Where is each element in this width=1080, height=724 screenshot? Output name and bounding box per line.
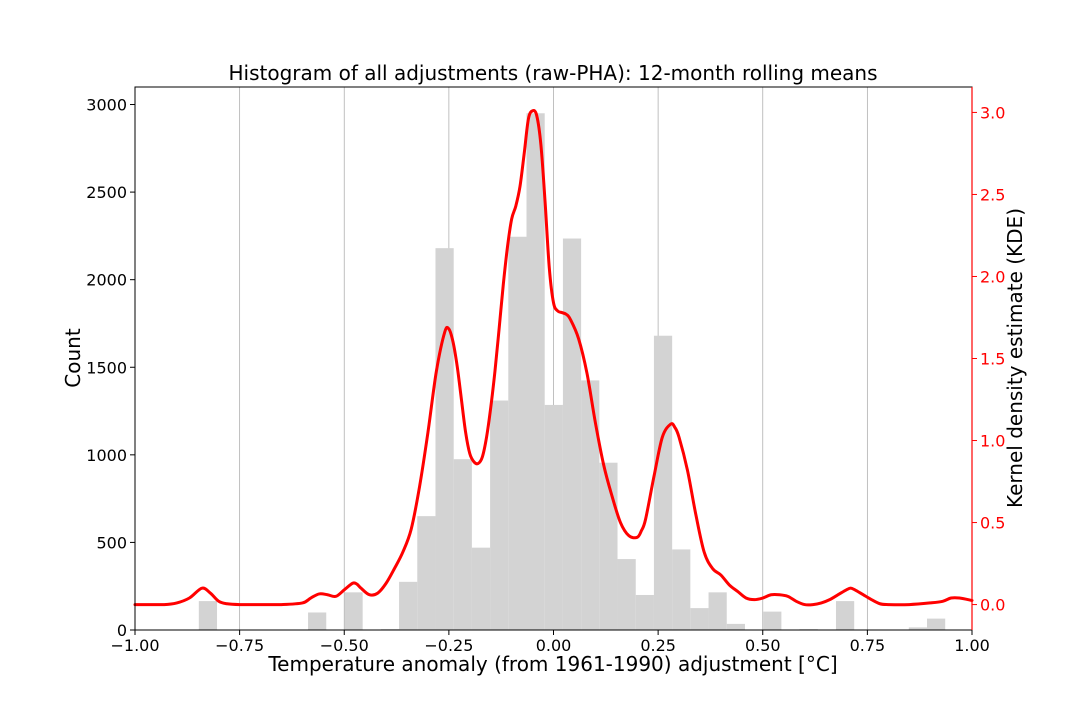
histogram-bar — [763, 611, 782, 630]
histogram-bar — [435, 248, 454, 631]
y2-tick-label: 0.5 — [980, 514, 1005, 533]
histogram-bar — [617, 559, 636, 630]
x-tick-label: 0.50 — [745, 636, 781, 655]
histogram-bar — [672, 549, 691, 630]
histogram-bar — [526, 113, 545, 631]
y-axis-ticks: 0 500 1000 1500 2000 2500 3000 — [86, 96, 135, 640]
x-tick-label: 1.00 — [954, 636, 990, 655]
y-tick-label: 0 — [117, 621, 127, 640]
y-tick-label: 2000 — [86, 271, 127, 290]
histogram-bars — [198, 113, 946, 631]
y-tick-label: 1000 — [86, 446, 127, 465]
histogram-bar — [544, 404, 563, 630]
x-axis-ticks: −1.00 −0.75 −0.50 −0.25 0.00 0.25 0.50 0.75 1.00 — [110, 630, 990, 655]
histogram-bar — [471, 547, 491, 630]
y2-tick-label: 2.5 — [980, 185, 1005, 204]
histogram-bar — [635, 594, 654, 630]
chart-title: Histogram of all adjustments (raw-PHA): … — [228, 61, 877, 85]
histogram-bar — [835, 601, 855, 630]
kde-layer — [133, 109, 974, 607]
y-tick-label: 3000 — [86, 96, 127, 115]
histogram-bar — [344, 592, 363, 630]
y2-tick-label: 2.0 — [980, 267, 1005, 286]
x-tick-label: 0.75 — [850, 636, 886, 655]
histogram-bar — [399, 581, 418, 630]
histogram-bar — [490, 400, 509, 630]
y2-tick-label: 1.0 — [980, 432, 1005, 451]
y2-tick-label: 1.5 — [980, 350, 1005, 369]
x-tick-label: −0.25 — [424, 636, 473, 655]
histogram-bar — [908, 627, 928, 630]
x-tick-label: −1.00 — [110, 636, 159, 655]
x-tick-label: −0.75 — [215, 636, 264, 655]
histogram-bar — [562, 238, 582, 630]
histogram-bar — [508, 236, 527, 630]
y2-tick-label: 3.0 — [980, 103, 1005, 122]
y-tick-label: 1500 — [86, 358, 127, 377]
x-axis-label: Temperature anomaly (from 1961-1990) adj… — [267, 652, 837, 676]
x-tick-label: 0.00 — [536, 636, 572, 655]
y2-axis-label: Kernel density estimate (KDE) — [1003, 208, 1027, 508]
histogram-bar — [581, 380, 600, 630]
kde-curve — [133, 109, 974, 607]
histogram-bar — [690, 608, 709, 630]
y-tick-label: 2500 — [86, 183, 127, 202]
histogram-bar — [726, 623, 745, 630]
histogram-bar — [653, 335, 673, 630]
y-tick-label: 500 — [96, 533, 127, 552]
y-axis-label: Count — [61, 328, 85, 388]
histogram-bar — [927, 618, 946, 630]
x-tick-label: 0.25 — [640, 636, 676, 655]
y2-tick-label: 0.0 — [980, 596, 1005, 615]
histogram-bar — [417, 516, 436, 630]
histogram-bar — [198, 601, 218, 630]
histogram-bar — [453, 459, 472, 630]
histogram-bar — [308, 612, 327, 630]
x-tick-label: −0.50 — [320, 636, 369, 655]
y2-axis-ticks: 0.0 0.5 1.0 1.5 2.0 2.5 3.0 — [972, 103, 1005, 615]
histogram-bar — [708, 592, 727, 630]
